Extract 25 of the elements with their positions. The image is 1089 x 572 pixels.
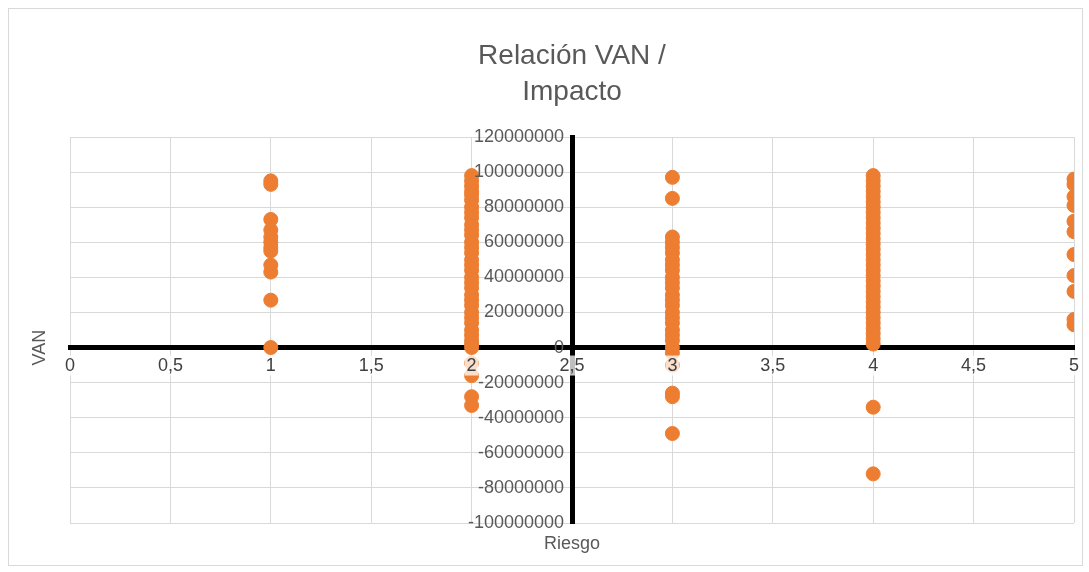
y-tick-label: 40000000 bbox=[483, 266, 564, 287]
x-tick-label: 1 bbox=[265, 354, 276, 375]
y-tick-label: 20000000 bbox=[483, 301, 564, 322]
chart-title: Relación VAN / Impacto bbox=[478, 39, 667, 106]
y-tick-label: 60000000 bbox=[483, 231, 564, 252]
x-tick-label: 0,5 bbox=[157, 354, 183, 375]
y-tick-label: -80000000 bbox=[477, 476, 564, 497]
y-tick-label: 80000000 bbox=[483, 196, 564, 217]
y-tick-label: 100000000 bbox=[473, 161, 564, 182]
y-tick-label: 120000000 bbox=[473, 125, 564, 146]
x-axis-title: Riesgo bbox=[543, 533, 601, 553]
x-tick-label: 3,5 bbox=[760, 354, 786, 375]
x-tick-label: 4 bbox=[868, 354, 879, 375]
y-tick-label: -60000000 bbox=[477, 441, 564, 462]
y-tick-label: -40000000 bbox=[477, 406, 564, 427]
x-tick-label: 3 bbox=[667, 354, 678, 375]
y-tick-label: -100000000 bbox=[467, 511, 564, 532]
y-axis-title: VAN bbox=[29, 329, 49, 366]
x-tick-label: 5 bbox=[1068, 354, 1080, 375]
x-tick-label: 2 bbox=[466, 354, 477, 375]
x-tick-label: 2,5 bbox=[559, 354, 585, 375]
y-tick-label: 0 bbox=[553, 336, 564, 357]
x-tick-label: 4,5 bbox=[961, 354, 987, 375]
x-tick-label: 1,5 bbox=[358, 354, 384, 375]
x-tick-label: 0 bbox=[64, 354, 76, 375]
